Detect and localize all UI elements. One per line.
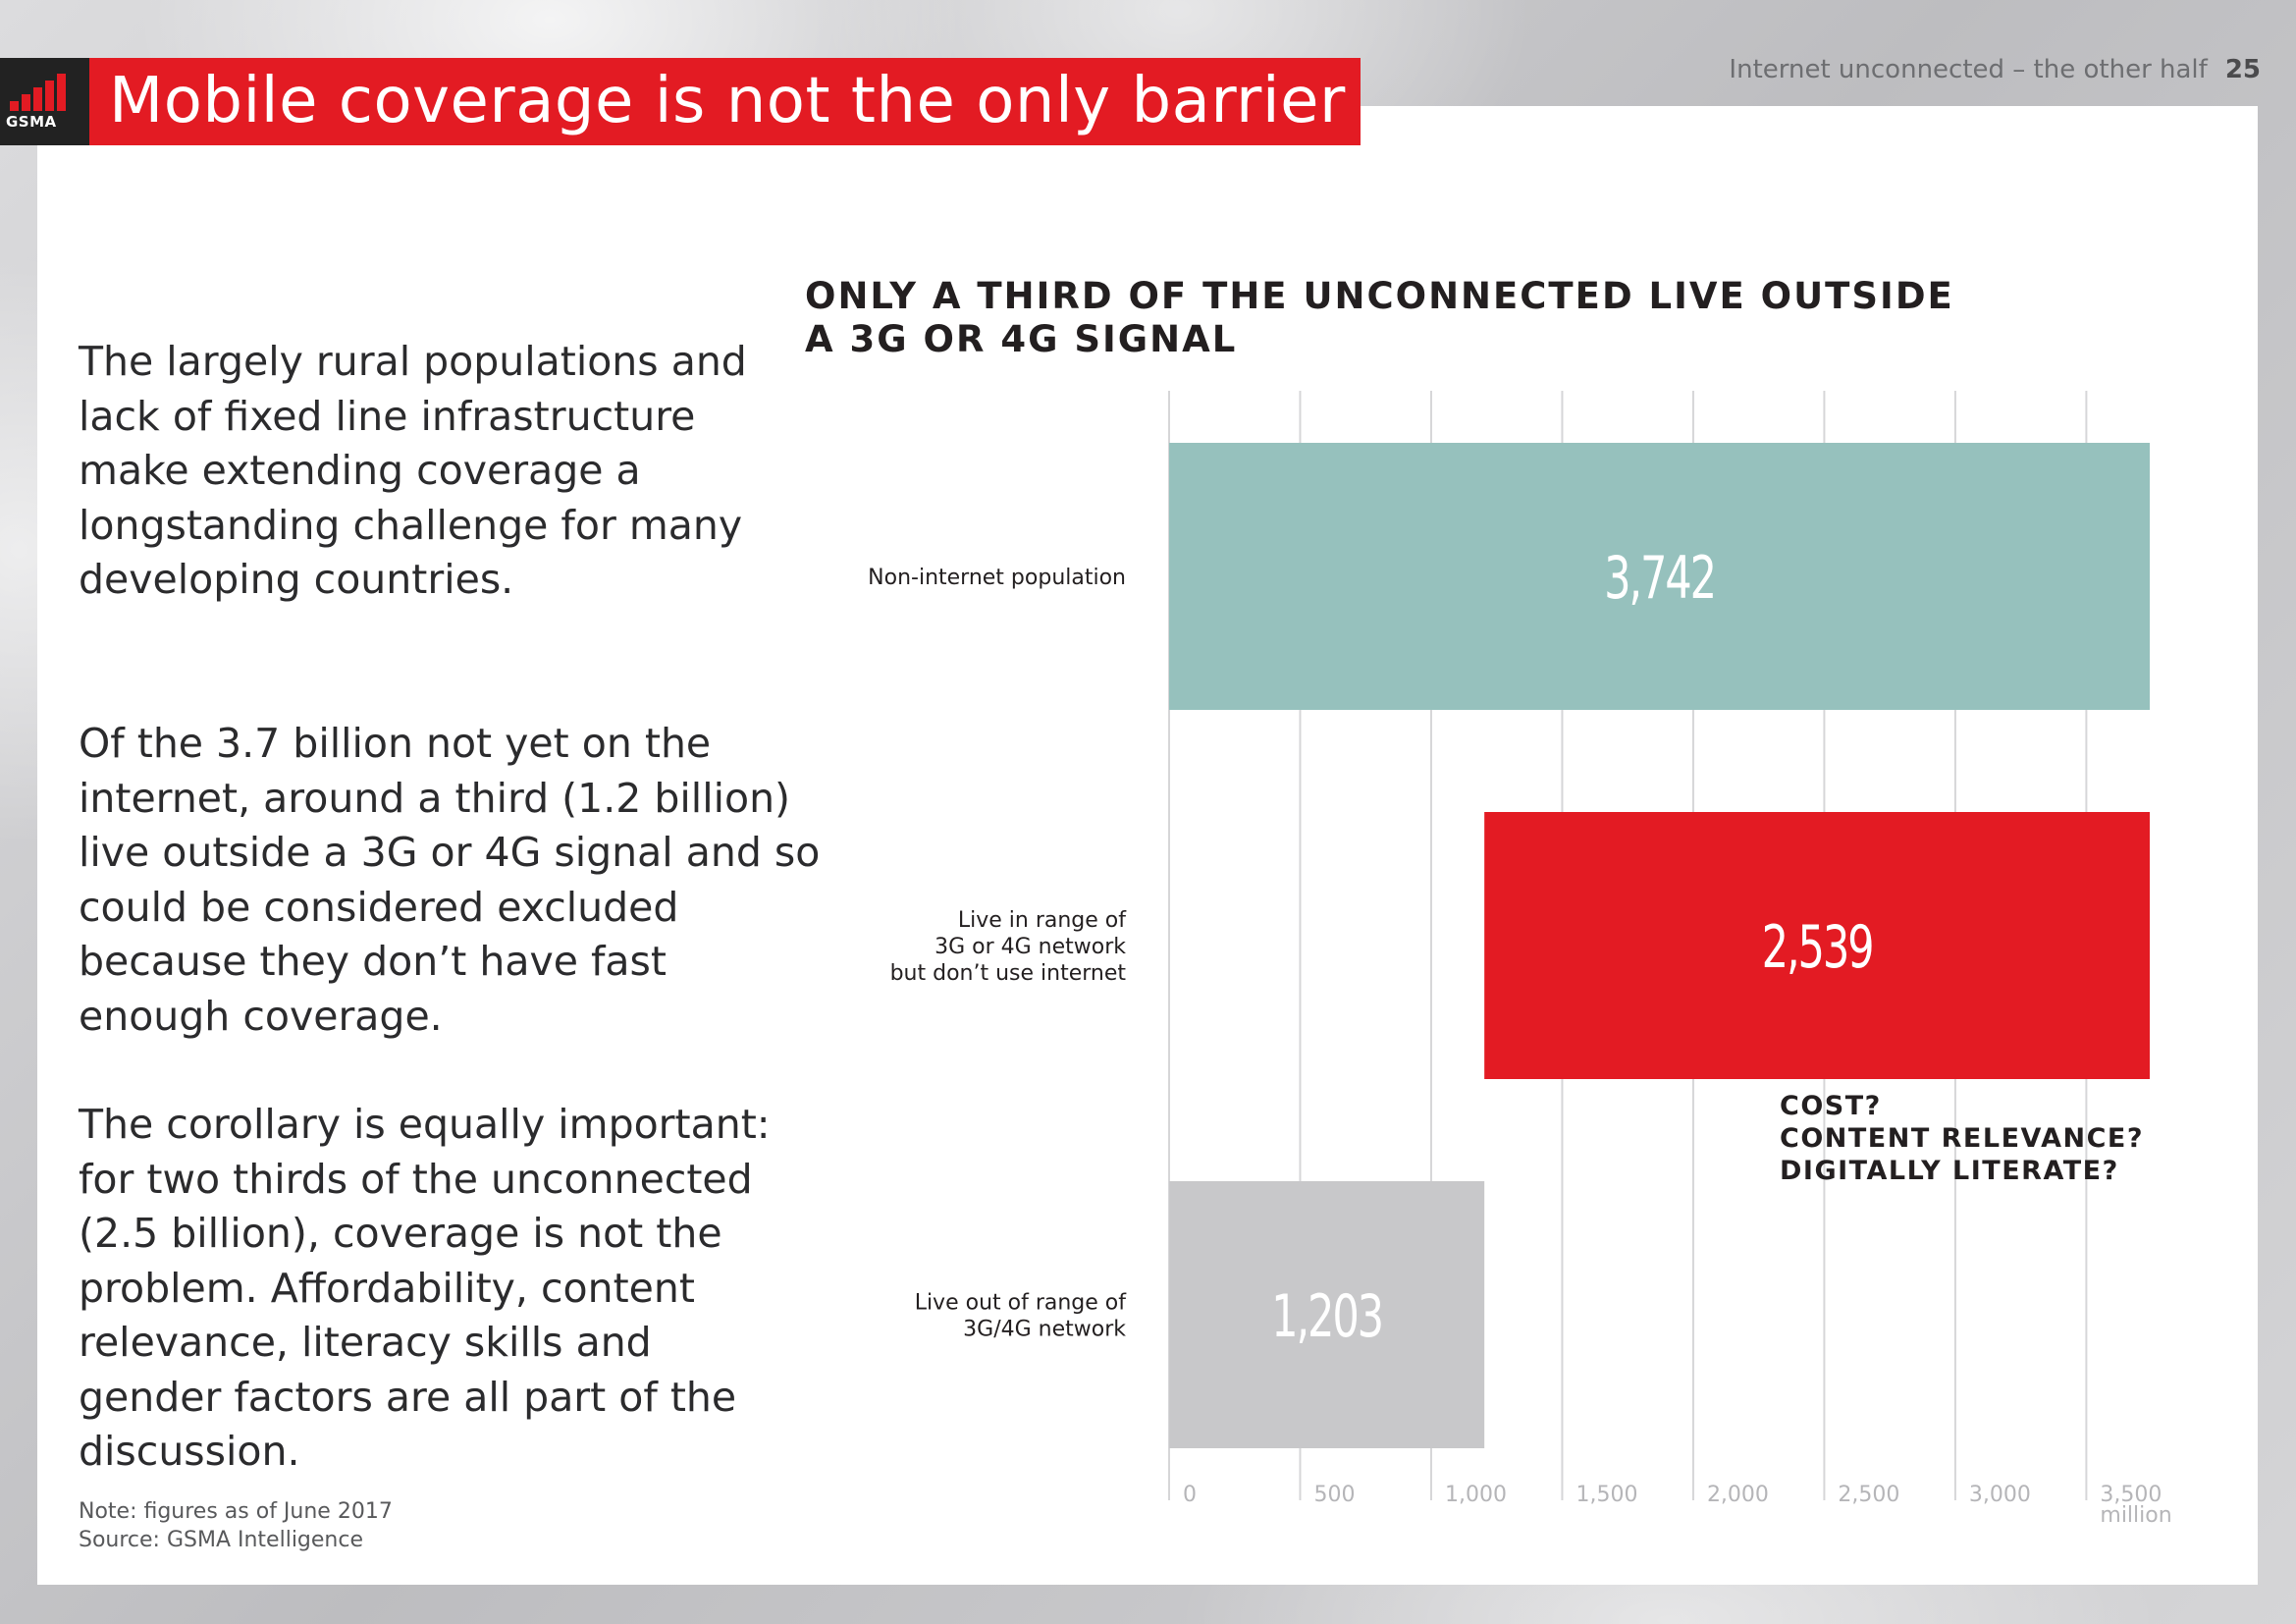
category-label: 3G/4G network — [963, 1318, 1126, 1342]
category-label: 3G or 4G network — [934, 935, 1126, 959]
category-label: but don’t use internet — [890, 961, 1127, 986]
bar — [1169, 1181, 1485, 1448]
question-cost: COST? — [1780, 1091, 1882, 1121]
body-paragraph-2: Of the 3.7 billion not yet on the intern… — [79, 720, 821, 1040]
bar-value-label: 3,742 — [1604, 544, 1715, 613]
x-tick-label: 0 — [1183, 1483, 1197, 1507]
source-text: Source: GSMA Intelligence — [79, 1528, 364, 1552]
logo-text: GSMA — [6, 113, 57, 131]
bar-value-label: 2,539 — [1762, 913, 1873, 982]
x-tick-label: 500 — [1313, 1483, 1355, 1507]
gsma-logo: GSMA — [0, 58, 89, 145]
body-paragraph-1: The largely rural populations and lack o… — [79, 338, 747, 603]
chart-title: ONLY A THIRD OF THE UNCONNECTED LIVE OUT… — [805, 275, 1954, 360]
category-label: Live out of range of — [915, 1291, 1128, 1316]
category-label: Non-internet population — [868, 566, 1126, 590]
title-bar: Mobile coverage is not the only barrier — [89, 58, 1361, 145]
note-text: Note: figures as of June 2017 — [79, 1499, 393, 1524]
bar — [1169, 443, 2150, 710]
x-axis-unit: million — [2100, 1503, 2171, 1528]
x-tick-label: 2,500 — [1838, 1483, 1899, 1507]
footnote: Note: figures as of June 2017 Source: GS… — [79, 1497, 393, 1554]
running-head-text: Internet unconnected – the other half — [1729, 55, 2208, 84]
body-paragraph-3: The corollary is equally important: for … — [79, 1101, 771, 1475]
page-number: 25 — [2224, 55, 2261, 84]
page-title: Mobile coverage is not the only barrier — [109, 65, 1346, 137]
category-label: Live in range of — [958, 908, 1127, 933]
x-tick-label: 1,500 — [1575, 1483, 1637, 1507]
x-tick-label: 2,000 — [1707, 1483, 1769, 1507]
x-tick-label: 3,000 — [1969, 1483, 2031, 1507]
question-digitally-literate: DIGITALLY LITERATE? — [1780, 1156, 2119, 1186]
question-content-relevance: CONTENT RELEVANCE? — [1780, 1123, 2144, 1154]
signal-bars-icon — [10, 72, 79, 111]
running-head: Internet unconnected – the other half 25 — [1729, 55, 2261, 84]
bar-value-label: 1,203 — [1271, 1282, 1382, 1351]
bar — [1484, 812, 2150, 1079]
x-tick-label: 1,000 — [1445, 1483, 1507, 1507]
x-tick-label: 3,500 — [2100, 1483, 2162, 1507]
barrier-questions: COST? CONTENT RELEVANCE? DIGITALLY LITER… — [1780, 1090, 2144, 1187]
